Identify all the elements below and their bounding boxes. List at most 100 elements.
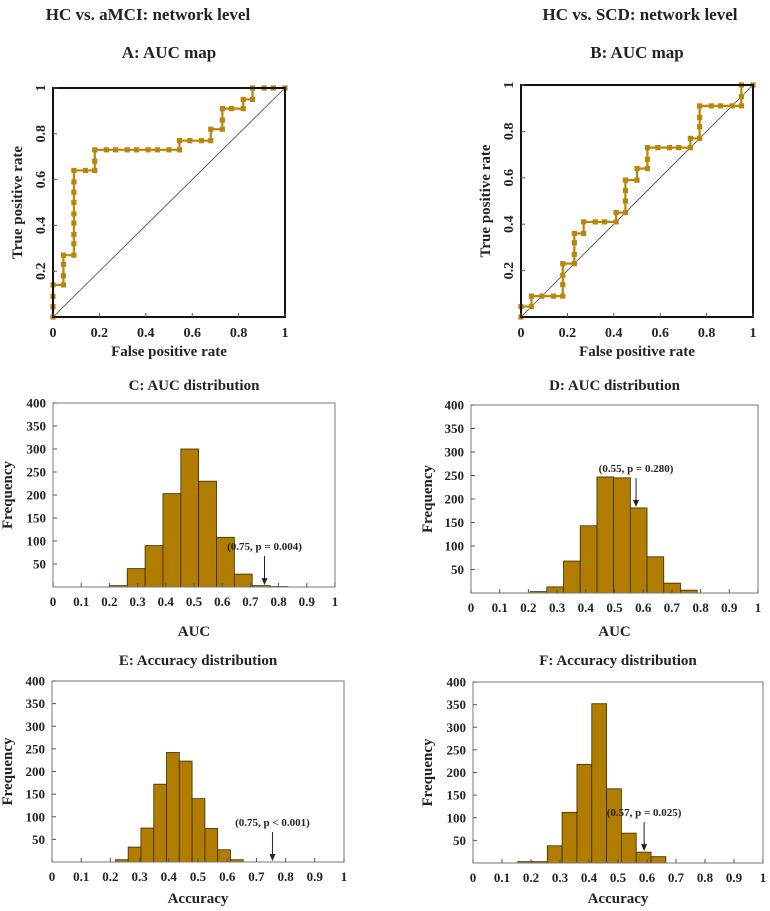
histogram-bar — [162, 493, 182, 588]
y-tick-label: 50 — [453, 833, 466, 848]
x-tick-label: 1 — [282, 326, 289, 341]
roc-point — [249, 96, 256, 103]
roc-point — [644, 165, 651, 172]
x-tick-label: 0.8 — [697, 870, 714, 885]
roc-point — [560, 281, 566, 288]
y-tick-label: 0.8 — [34, 125, 49, 143]
x-tick-label: 0.3 — [129, 594, 146, 609]
roc-point — [697, 135, 703, 141]
panel-a: A: AUC map 0 0.2 0.4 0.6 0.8 1 0.2 0.4 0.6 0.8 1 Fal… — [10, 43, 289, 360]
y-tick-label: 350 — [447, 697, 467, 712]
y-tick-label: 0.4 — [34, 217, 49, 235]
panel-title: E: Accuracy distribution — [119, 653, 278, 669]
roc-point — [219, 106, 225, 112]
annotation-label: (0.75, p = 0.004) — [227, 541, 302, 553]
x-tick-label: 0.1 — [492, 600, 508, 615]
roc-point — [528, 303, 535, 310]
x-tick-label: 0 — [50, 594, 57, 609]
x-tick-label: 0 — [518, 326, 525, 341]
roc-point — [571, 230, 577, 237]
roc-point — [622, 177, 628, 183]
roc-point — [613, 210, 619, 216]
roc-point — [581, 219, 587, 225]
y-tick-label: 100 — [447, 810, 467, 825]
histogram-bar — [650, 856, 667, 864]
roc-point — [154, 147, 160, 153]
x-tick-label: 0.9 — [721, 600, 738, 615]
histogram-bar — [546, 586, 564, 594]
panel-title: A: AUC map — [122, 43, 216, 62]
x-tick-label: 1 — [760, 870, 767, 885]
roc-point — [187, 138, 193, 144]
x-tick-label: 0.8 — [230, 326, 248, 341]
roc-point — [738, 94, 744, 100]
y-tick-label: 1 — [34, 85, 49, 92]
roc-point — [92, 167, 98, 174]
x-tick-label: 0 — [470, 870, 477, 885]
x-tick-label: 0.2 — [523, 870, 539, 885]
x-tick-label: 0.8 — [698, 326, 716, 341]
x-axis-label: AUC — [178, 624, 211, 640]
roc-point — [71, 211, 77, 217]
annotation-label: (0.75, p < 0.001) — [235, 817, 310, 829]
roc-point — [729, 103, 735, 109]
y-tick-label: 150 — [445, 515, 465, 530]
panel-e: E: Accuracy distribution (0.75, p < 0.001… — [0, 653, 347, 907]
x-tick-label: 0.6 — [635, 600, 652, 615]
roc-point — [717, 103, 724, 109]
y-tick-label: 0.6 — [502, 169, 517, 187]
y-tick-label: 100 — [26, 809, 46, 824]
x-tick-label: 0.4 — [137, 326, 155, 341]
y-axis-label: Frequency — [0, 460, 16, 529]
y-tick-label: 1 — [502, 82, 517, 89]
histogram-bar — [127, 846, 142, 863]
x-tick-label: 0.5 — [186, 594, 203, 609]
x-tick-label: 0.4 — [581, 870, 598, 885]
roc-point — [219, 117, 225, 123]
roc-point — [644, 156, 651, 162]
histogram-bar — [217, 849, 231, 863]
chance-diagonal — [52, 87, 286, 318]
plot-frame — [52, 87, 286, 318]
roc-point — [71, 220, 77, 226]
roc-point — [113, 147, 119, 153]
roc-point — [634, 177, 640, 183]
roc-point — [622, 198, 628, 204]
y-tick-label: 100 — [445, 539, 465, 554]
y-tick-label: 200 — [445, 492, 465, 507]
roc-point — [622, 187, 628, 194]
y-tick-label: 300 — [27, 442, 47, 457]
histogram-bar — [178, 760, 193, 863]
header-left: HC vs. aMCI: network level — [46, 5, 251, 24]
x-tick-label: 0.5 — [606, 600, 623, 615]
roc-point — [82, 167, 89, 174]
roc-point — [71, 252, 77, 258]
roc-point — [613, 219, 619, 225]
roc-point — [240, 96, 246, 103]
roc-point — [687, 135, 693, 141]
y-tick-label: 50 — [451, 562, 464, 577]
roc-point — [124, 147, 130, 153]
y-tick-label: 0.2 — [502, 262, 517, 280]
y-tick-label: 250 — [26, 741, 46, 756]
roc-point — [539, 293, 545, 299]
histogram-bar — [144, 545, 164, 588]
roc-point — [697, 124, 703, 130]
x-tick-label: 0.2 — [101, 594, 117, 609]
roc-point — [60, 252, 67, 258]
y-tick-label: 250 — [445, 468, 465, 483]
plot-frame — [520, 84, 754, 318]
roc-point — [71, 241, 77, 247]
x-axis-label: Accuracy — [588, 891, 649, 907]
roc-point — [133, 147, 140, 153]
arrow-head-icon — [633, 499, 640, 507]
panel-title: B: AUC map — [590, 43, 684, 62]
histogram-bar — [191, 798, 206, 863]
roc-point — [697, 103, 703, 109]
roc-point — [240, 106, 246, 112]
x-tick-label: 1 — [341, 869, 348, 884]
chance-diagonal — [520, 84, 754, 318]
x-axis-label: False positive rate — [579, 344, 695, 360]
histogram-bar — [620, 832, 637, 864]
y-tick-label: 200 — [26, 764, 46, 779]
